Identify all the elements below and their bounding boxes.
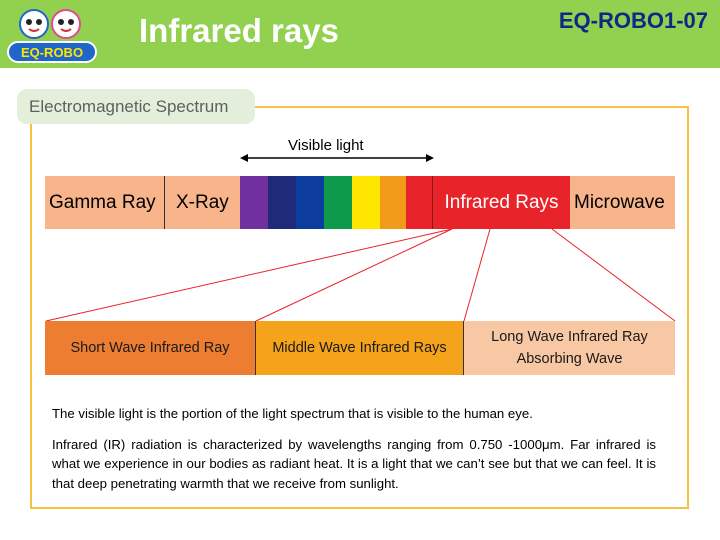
middle-wave-label: Middle Wave Infrared Rays [272, 340, 447, 356]
middle-wave-band: Middle Wave Infrared Rays [256, 321, 464, 375]
double-arrow-icon [240, 154, 434, 162]
infrared-label: Infrared Rays [444, 192, 559, 213]
eq-robo-logo: EQ-ROBO [7, 9, 97, 63]
x-ray-label: X-Ray [176, 192, 229, 213]
long-wave-label: Long Wave Infrared Ray [491, 329, 648, 345]
infrared-segment: Infrared Rays [433, 176, 570, 229]
visible-violet [240, 176, 268, 229]
microwave-segment: Microwave [570, 176, 675, 229]
spectrum-bar: Gamma Ray X-Ray Infrared Rays Microwave [45, 176, 675, 229]
description-text: The visible light is the portion of the … [52, 404, 656, 493]
visible-light-description: The visible light is the portion of the … [52, 406, 533, 421]
page-title: Infrared rays [139, 12, 339, 49]
infrared-description: Infrared (IR) radiation is characterized… [52, 436, 656, 491]
absorbing-wave-label: Absorbing Wave [516, 351, 623, 367]
visible-indigo [268, 176, 296, 229]
x-ray-segment: X-Ray [165, 176, 240, 229]
section-label: Electromagnetic Spectrum [17, 89, 255, 124]
microwave-label: Microwave [574, 192, 665, 213]
gamma-ray-segment: Gamma Ray [45, 176, 165, 229]
visible-yellow [352, 176, 380, 229]
visible-light-label: Visible light [288, 137, 364, 154]
short-wave-label: Short Wave Infrared Ray [70, 340, 230, 356]
gamma-ray-label: Gamma Ray [49, 192, 156, 213]
visible-green [324, 176, 352, 229]
visible-blue [296, 176, 324, 229]
short-wave-band: Short Wave Infrared Ray [45, 321, 256, 375]
svg-text:EQ-ROBO: EQ-ROBO [21, 45, 83, 60]
header-bar: EQ-ROBO Infrared rays EQ-ROBO1-07 [0, 0, 720, 68]
lesson-code: EQ-ROBO1-07 [558, 8, 708, 33]
visible-orange [380, 176, 406, 229]
long-wave-band: Long Wave Infrared Ray Absorbing Wave [464, 321, 675, 375]
visible-red [406, 176, 433, 229]
